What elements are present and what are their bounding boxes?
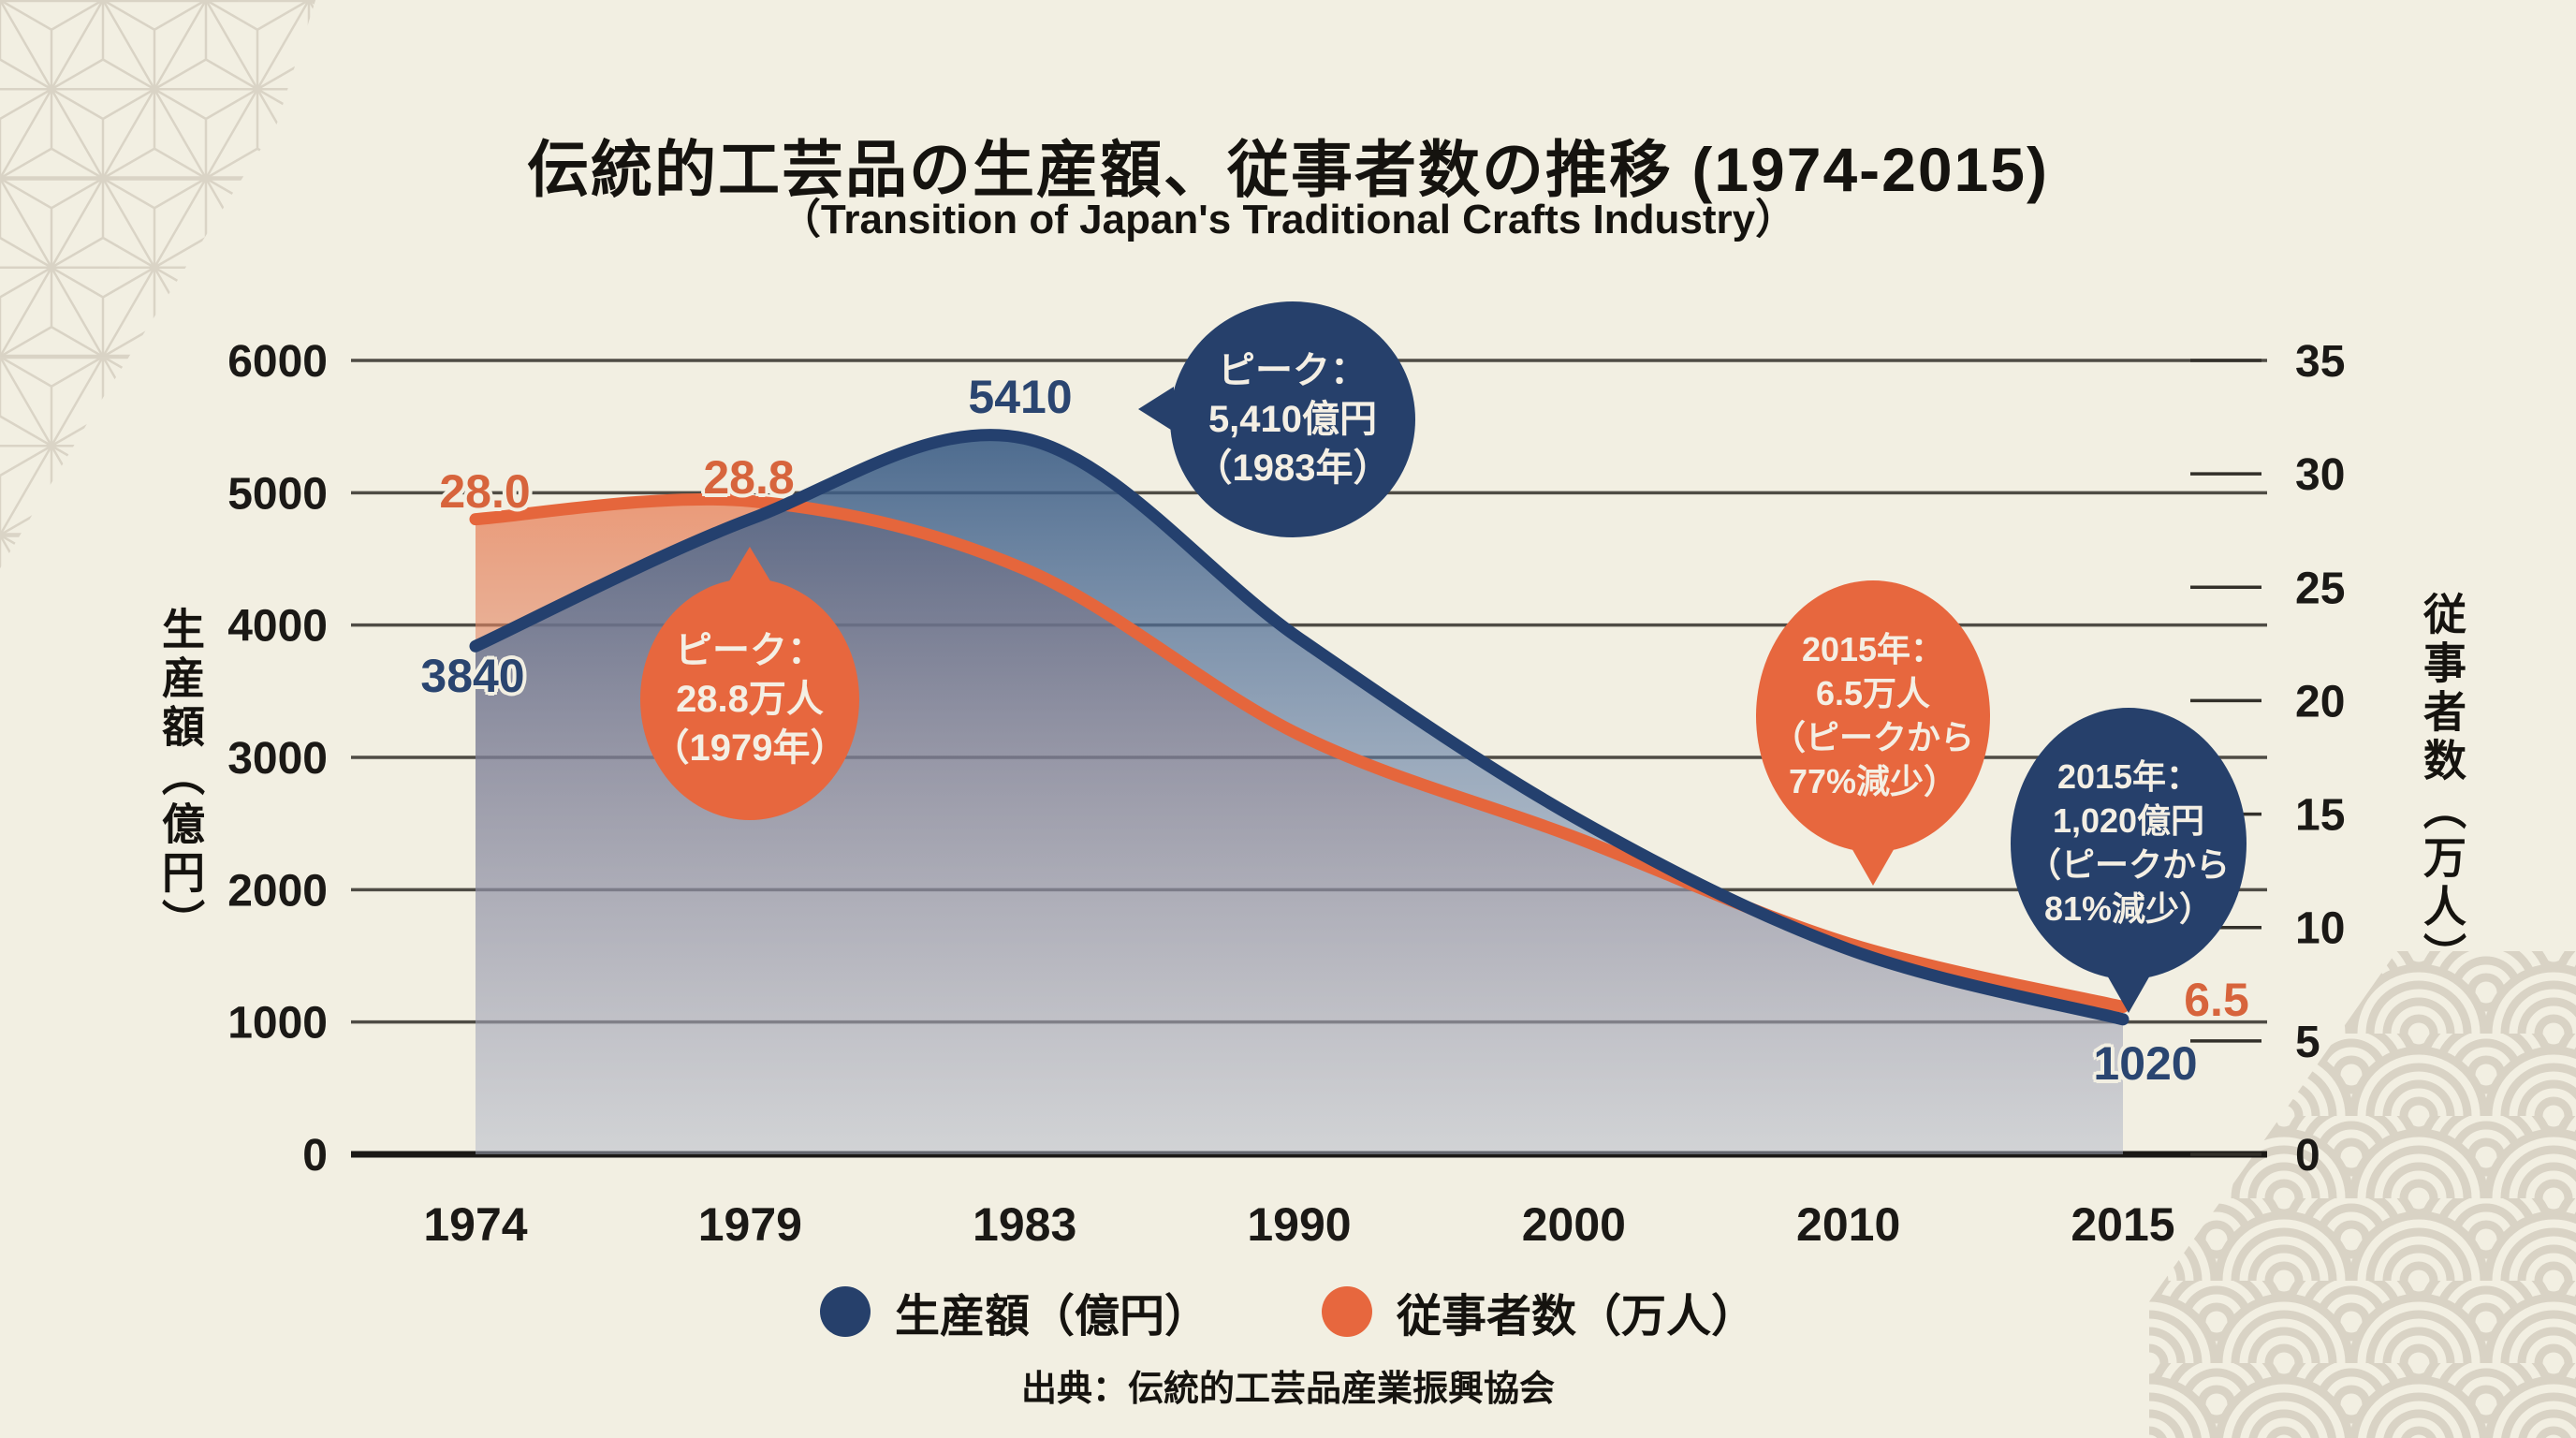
page-subtitle: （Transition of Japan's Traditional Craft… (779, 197, 1797, 242)
data-label-workers-2015: 6.5 (2184, 974, 2249, 1026)
right-axis-tick-label: 35 (2295, 337, 2345, 387)
right-axis-tick-label: 25 (2295, 564, 2345, 613)
right-axis-tick-label: 20 (2295, 677, 2345, 726)
chart-legend: 生産額（億円） 従事者数（万人） (0, 1279, 2576, 1344)
data-label-production-1974: 3840 (420, 650, 525, 702)
left-axis-tick-label: 0 (302, 1131, 328, 1181)
annotation-line: 81%減少） (2043, 888, 2214, 928)
annotation-line: ピーク： (1218, 350, 1368, 391)
annotation-line: 6.5万人 (1815, 674, 1931, 713)
x-axis-tick-label: 2015 (2071, 1198, 2174, 1251)
annotation-production-peak: ピーク： 5,410億円 （1983年） (1138, 301, 1415, 537)
right-axis-tick-label: 0 (2295, 1131, 2320, 1181)
data-label-workers-peak: 28.8 (703, 451, 795, 504)
right-axis-tick-label: 15 (2295, 791, 2345, 841)
annotation-line: 2015年： (1801, 630, 1945, 669)
annotation-line: ピーク： (675, 630, 825, 671)
legend-label-workers: 従事者数（万人） (1397, 1292, 1757, 1342)
left-axis-title: 生産額（億円） (156, 607, 205, 947)
production-series-swatch (819, 1286, 871, 1337)
data-label-production-2015: 1020 (2093, 1037, 2198, 1090)
right-axis-tick-label: 10 (2295, 904, 2345, 954)
left-axis-tick-label: 6000 (227, 337, 328, 387)
page-title: 伝統的工芸品の生産額、従事者数の推移 (1974-2015) (527, 135, 2049, 205)
source-citation: 出典：伝統的工芸品産業振興協会 (1020, 1370, 1555, 1409)
annotation-line: （ピークから (2027, 845, 2230, 884)
x-axis-tick-label: 1979 (698, 1198, 802, 1251)
data-label-production-peak: 5410 (968, 371, 1073, 423)
right-axis-tick-label: 30 (2295, 450, 2345, 500)
annotation-line: （1983年） (1194, 448, 1391, 489)
annotation-line: 28.8万人 (676, 679, 824, 720)
legend-item-workers: 従事者数（万人） (1322, 1279, 1756, 1344)
left-axis-tick-label: 1000 (227, 999, 328, 1049)
left-axis-tick-label: 3000 (227, 734, 328, 784)
annotation-workers-2015: 2015年： 6.5万人 （ピークから 77%減少） (1756, 580, 1990, 852)
left-axis-tick-label: 2000 (227, 866, 328, 916)
annotation-line: （1979年） (651, 727, 848, 769)
production-area (476, 434, 2123, 1154)
annotation-line: 77%減少） (1788, 761, 1958, 800)
data-label-workers-1974: 28.0 (439, 465, 531, 518)
x-axis-tick-label: 1983 (973, 1198, 1076, 1251)
annotation-line: 2015年： (2056, 757, 2201, 797)
workers-series-swatch (1322, 1286, 1372, 1337)
production-line (469, 429, 2130, 1026)
annotation-line: 5,410億円 (1208, 399, 1378, 440)
x-axis-tick-label: 1990 (1247, 1198, 1351, 1251)
x-axis-tick-label: 2000 (1522, 1198, 1626, 1251)
legend-item-production: 生産額（億円） (819, 1279, 1209, 1344)
left-axis-tick-label: 4000 (227, 602, 328, 652)
annotation-production-2015: 2015年： 1,020億円 （ピークから 81%減少） (2011, 708, 2247, 979)
x-axis-tick-label: 1974 (423, 1198, 527, 1251)
x-axis-tick-label: 2010 (1796, 1198, 1900, 1251)
legend-label-production: 生産額（億円） (894, 1292, 1209, 1342)
right-axis-title: 従事者数（万人） (2418, 592, 2466, 981)
left-axis-tick-label: 5000 (227, 469, 328, 519)
annotation-line: （ピークから (1771, 718, 1974, 756)
annotation-workers-peak: ピーク： 28.8万人 （1979年） (640, 579, 859, 820)
annotation-line: 1,020億円 (2052, 801, 2205, 841)
right-axis-tick-label: 5 (2295, 1018, 2320, 1067)
